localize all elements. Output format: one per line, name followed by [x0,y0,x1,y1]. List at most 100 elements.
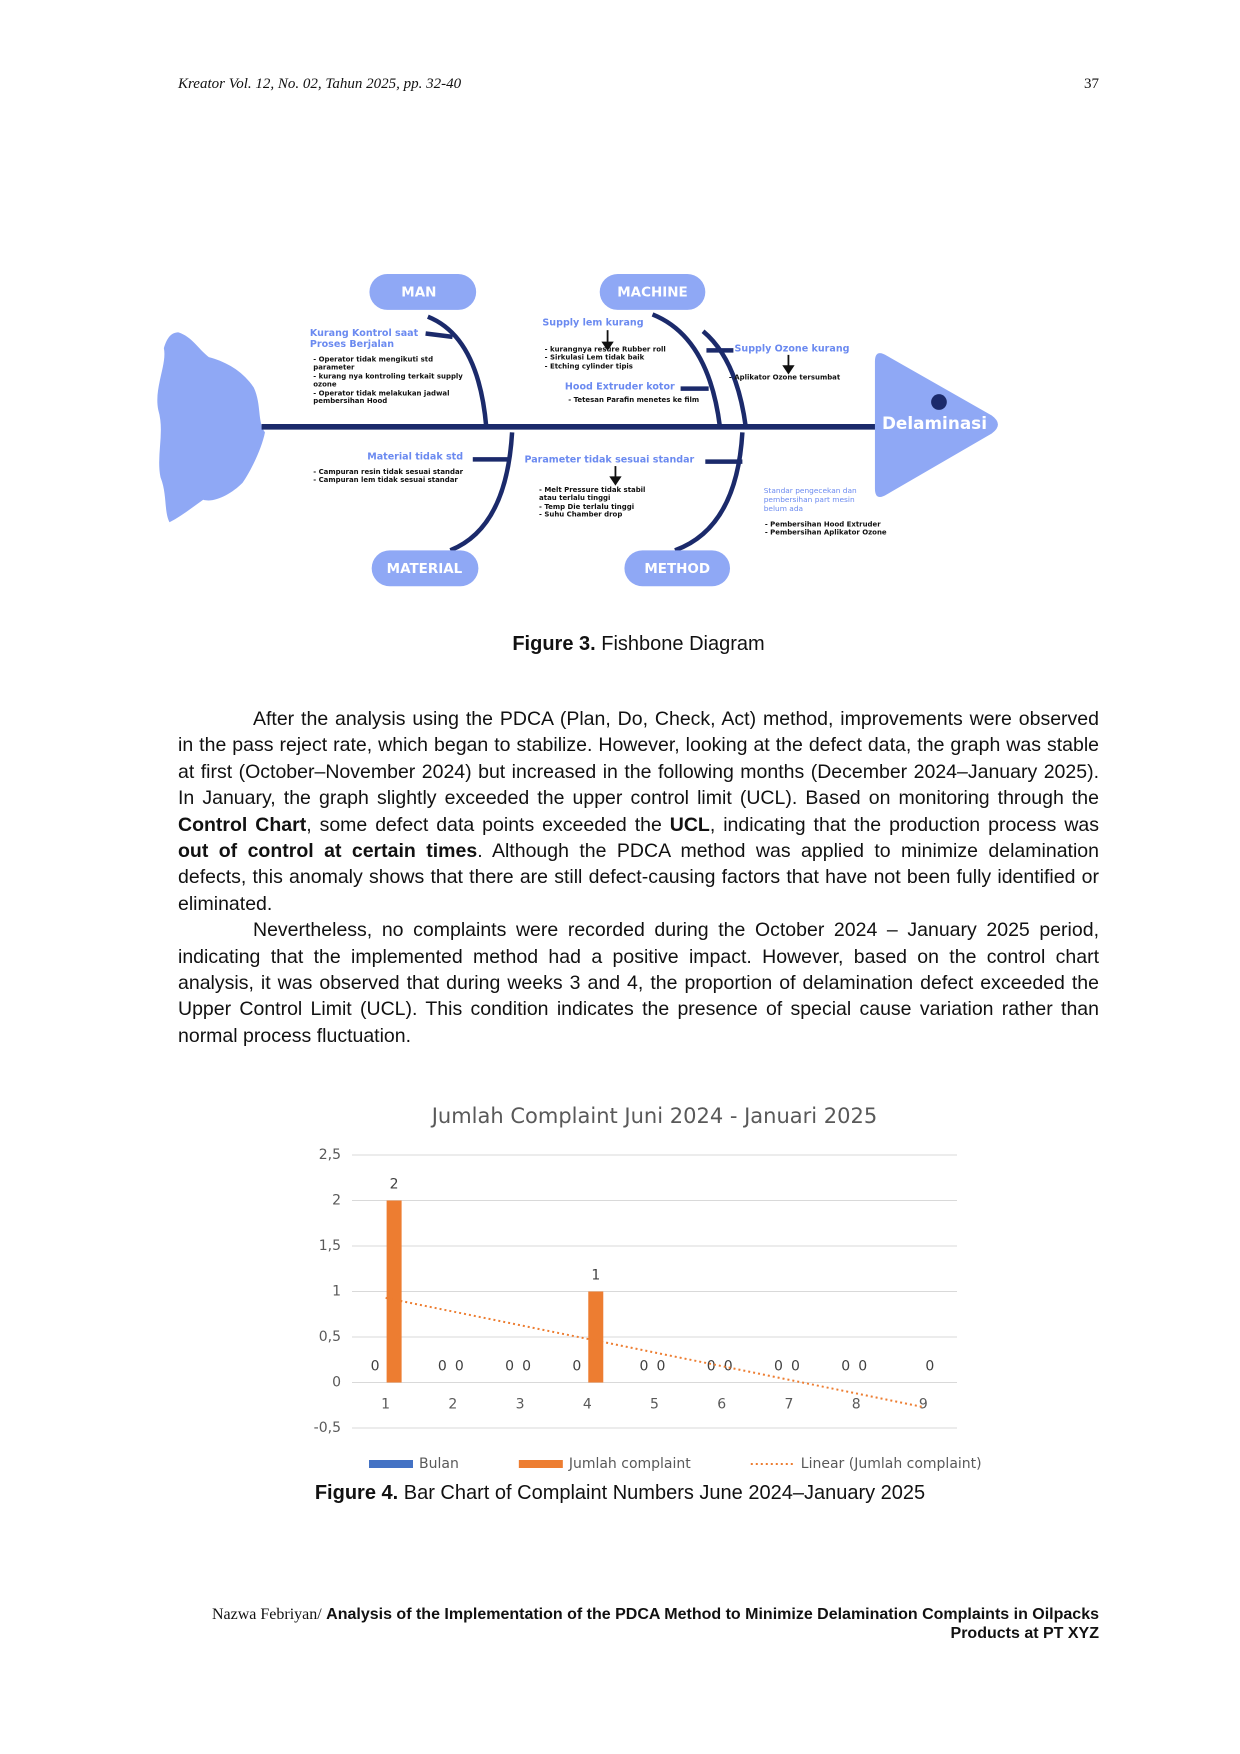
data-label: 0 [640,1359,649,1375]
x-tick-label: 8 [852,1397,861,1413]
fish-eye [931,394,947,410]
data-label: 0 [522,1359,531,1375]
category-label: MACHINE [617,284,687,300]
legend-swatch [369,1460,413,1468]
data-label: 0 [724,1359,733,1375]
fish-head [874,353,998,498]
figure-caption: Figure 3. Fishbone Diagram [178,633,1099,656]
data-label: 0 [841,1359,850,1375]
cause-items: - Campuran resin tidak sesuai standar - … [313,468,493,485]
text-run: , some defect data points exceeded the [306,813,670,836]
category-label: MATERIAL [387,561,463,577]
x-tick-label: 1 [381,1397,390,1413]
cause-items: - Pembersihan Hood Extruder - Pembersiha… [765,521,911,538]
cause-item: - Pembersihan Hood Extruder [764,521,881,529]
caption-text: Bar Chart of Complaint Numbers June 2024… [403,1482,926,1504]
text-run: , indicating that the production process… [709,813,1100,836]
cause-item: - Campuran lem tidak sesuai standar [313,476,458,485]
legend-label: Jumlah complaint [568,1456,691,1472]
cause-item: - Pembersihan Aplikator Ozone [764,529,887,538]
text-run: out of control at certain times [178,840,478,863]
effect-label: Delaminasi [882,413,987,433]
y-tick-label: 2 [332,1193,341,1209]
cause-item: - Operator tidak melakukan jadwal pember… [313,389,450,406]
cause-items: - Melt Pressure tidak stabil atau terlal… [539,486,663,519]
caption-label: Figure 4. [314,1482,399,1504]
chart-title: Jumlah Complaint Juni 2024 - Januari 202… [430,1104,878,1128]
cause-items: - Operator tidak mengikuti std parameter… [313,356,476,406]
text-run: After the analysis using the PDCA (Plan,… [178,708,1099,810]
text-run: UCL [669,813,710,836]
footer-author: Nazwa Febriyan/ [211,1606,322,1623]
category-label: METHOD [644,561,710,577]
fish-tail [157,332,265,523]
cause-title: Supply lem kurang [542,317,644,330]
cause-title: Parameter tidak sesuai standar [524,454,695,467]
cause-item: - Melt Pressure tidak stabil atau terlal… [539,486,646,503]
cause-item: - Sirkulasi Lem tidak baik [544,354,645,363]
data-label: 2 [390,1177,399,1193]
data-label: 0 [925,1359,934,1375]
x-tick-label: 7 [784,1397,793,1413]
data-label: 0 [774,1359,783,1375]
legend-swatch [518,1460,563,1468]
bar-chart: Jumlah Complaint Juni 2024 - Januari 202… [314,1104,982,1472]
page-number: 37 [1084,76,1099,92]
x-tick-label: 4 [583,1397,592,1413]
cause-item: - Operator tidak mengikuti std parameter [313,355,434,373]
cause-title: Hood Extruder kotor [564,381,675,394]
text-run: Control Chart [178,813,307,836]
bar [588,1291,604,1383]
x-tick-label: 6 [717,1397,726,1413]
cause-item: - Tetesan Parafin menetes ke film [568,396,700,405]
category-label: MAN [401,284,436,300]
legend-label: Linear (Jumlah complaint) [801,1456,982,1472]
cause-item: - kurang nya kontroling terkait supply o… [313,372,463,389]
cause-item: - kurangnya resure Rubber roll [544,345,666,354]
data-label: 0 [438,1359,447,1375]
x-tick-label: 9 [919,1397,928,1413]
cause-title: Material tidak std [367,451,464,463]
cause-title: Kurang Kontrol saat Proses Berjalan [309,327,419,351]
y-tick-label: 1,5 [319,1238,341,1254]
data-label: 0 [572,1359,581,1375]
data-label: 0 [505,1359,514,1375]
fishbone-diagram: Delaminasi MAN MACHINE MATERIAL METHOD K… [157,273,998,587]
legend-label: Bulan [419,1456,459,1472]
paragraph: After the analysis using the PDCA (Plan,… [178,706,1099,917]
x-tick-label: 2 [448,1397,457,1413]
bar [386,1200,402,1383]
data-label: 0 [371,1359,380,1375]
data-label: 0 [657,1359,666,1375]
y-tick-label: 0 [332,1375,341,1391]
x-tick-label: 5 [650,1397,659,1413]
data-label: 0 [707,1359,716,1375]
footer: Nazwa Febriyan/ Analysis of the Implemen… [178,1605,1099,1643]
cause-item: - Temp Die terlalu tinggi [539,502,635,511]
cause-item: - Campuran resin tidak sesuai standar [313,468,464,477]
bones [425,312,748,553]
data-label: 1 [591,1268,600,1284]
x-tick-label: 3 [516,1397,525,1413]
cause-item: - Etching cylinder tipis [544,362,633,371]
text-run: . Although the PDCA method was applied t… [178,840,1099,915]
journal-header: Kreator Vol. 12, No. 02, Tahun 2025, pp.… [178,76,462,92]
y-tick-label: 2,5 [319,1147,341,1163]
cause-item: - Suhu Chamber drop [539,511,623,520]
cause-item: - Aplikator Ozone tersumbat [728,373,841,382]
body-text: After the analysis using the PDCA (Plan,… [178,706,1099,1049]
caption-label: Figure 3. [512,633,596,655]
data-label: 0 [791,1359,800,1375]
caption-text: Fishbone Diagram [601,633,765,655]
y-tick-label: 1 [332,1284,341,1300]
cause-title: Supply Ozone kurang [734,343,850,355]
data-label: 0 [455,1359,464,1375]
trend-line [385,1296,924,1409]
cause-items: - kurangnya resure Rubber roll - Sirkula… [545,346,691,371]
text-run: Nevertheless, no complaints were recorde… [178,919,1099,1047]
arrows [601,330,795,486]
data-label: 0 [858,1359,867,1375]
paragraph: Nevertheless, no complaints were recorde… [178,917,1099,1049]
category-pills: MAN MACHINE MATERIAL METHOD [369,273,731,587]
